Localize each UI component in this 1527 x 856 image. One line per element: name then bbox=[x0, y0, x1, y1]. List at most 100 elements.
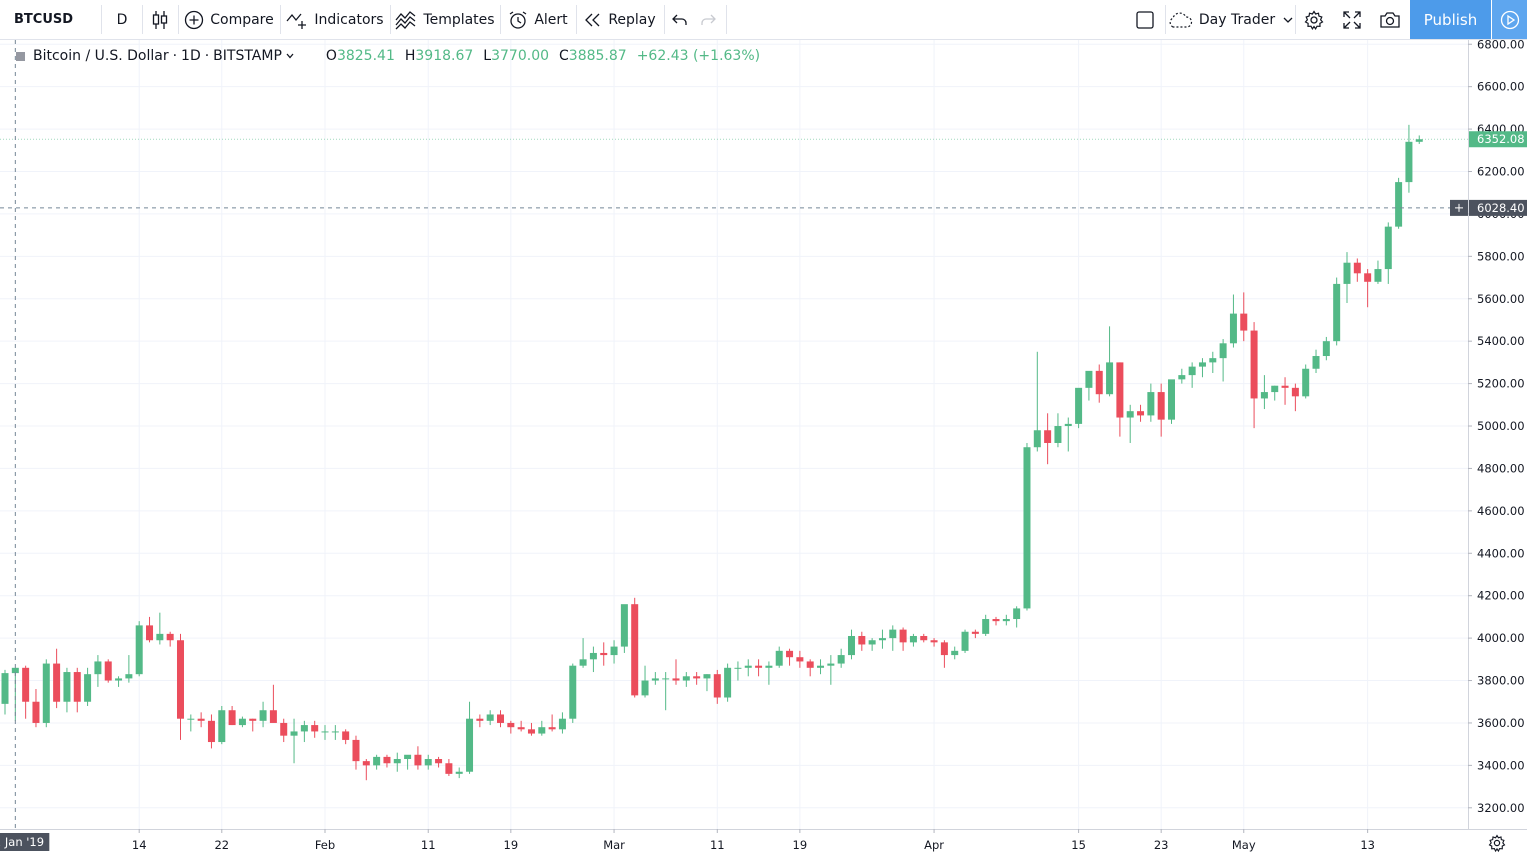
screenshot-button[interactable] bbox=[1372, 0, 1408, 39]
candle-body bbox=[135, 625, 143, 675]
candle-body bbox=[693, 676, 701, 679]
candle-body bbox=[331, 731, 339, 733]
candle-body bbox=[765, 665, 773, 668]
candle-body bbox=[1209, 358, 1217, 363]
candle-body bbox=[703, 674, 711, 679]
time-tick-label: 19 bbox=[504, 838, 519, 852]
price-tick-label: 6200.00 bbox=[1477, 165, 1525, 179]
templates-button[interactable]: Templates bbox=[391, 0, 499, 39]
price-tick-label: 4600.00 bbox=[1477, 504, 1525, 518]
candle-body bbox=[11, 667, 19, 674]
templates-icon bbox=[395, 10, 416, 29]
candle-body bbox=[589, 652, 597, 660]
price-tick-label: 3400.00 bbox=[1477, 758, 1525, 772]
compare-button[interactable]: Compare bbox=[179, 0, 279, 39]
chevron-down-icon[interactable] bbox=[286, 53, 294, 59]
replay-button[interactable]: Replay bbox=[577, 0, 663, 39]
candle-body bbox=[837, 655, 845, 664]
price-tick-label: 5600.00 bbox=[1477, 292, 1525, 306]
legend-low-value: 3770.00 bbox=[491, 48, 550, 64]
candle-body bbox=[1126, 411, 1134, 418]
time-tick-label: 19 bbox=[793, 838, 808, 852]
undo-button[interactable] bbox=[666, 0, 694, 39]
interval-button[interactable]: D bbox=[102, 0, 142, 39]
candle-body bbox=[466, 718, 474, 772]
candle-body bbox=[290, 731, 298, 736]
candle-body bbox=[342, 731, 350, 740]
fullscreen-button[interactable] bbox=[1334, 0, 1370, 39]
legend-open-value: 3825.41 bbox=[336, 48, 395, 64]
candle-body bbox=[1085, 370, 1093, 388]
candle-body bbox=[32, 701, 40, 723]
candle-body bbox=[146, 625, 154, 641]
indicators-icon bbox=[286, 13, 307, 29]
crosshair-price-label: 6028.40 bbox=[1477, 201, 1525, 215]
candle-body bbox=[641, 680, 649, 696]
candle-body bbox=[1240, 313, 1248, 331]
settings-button[interactable] bbox=[1296, 0, 1332, 39]
last-price-label: 6352.08 bbox=[1477, 132, 1525, 146]
candle-body bbox=[517, 727, 525, 730]
time-tick-label: 22 bbox=[214, 838, 229, 852]
layout-menu-button[interactable]: Day Trader bbox=[1166, 0, 1294, 39]
candle-body bbox=[42, 663, 50, 723]
candle-body bbox=[817, 665, 825, 668]
candle-body bbox=[579, 659, 587, 666]
candle-body bbox=[971, 631, 979, 634]
legend-exchange[interactable]: BITSTAMP bbox=[213, 48, 282, 64]
crosshair-date-label: 02 Jan '19 bbox=[0, 835, 44, 849]
select-layout-button[interactable] bbox=[1126, 0, 1164, 39]
candle-body bbox=[951, 650, 959, 656]
publish-video-button[interactable] bbox=[1492, 0, 1527, 39]
candle-body bbox=[1322, 341, 1330, 357]
candle-body bbox=[1116, 362, 1124, 418]
replay-icon bbox=[585, 13, 600, 26]
candle-body bbox=[1302, 368, 1310, 397]
candle-body bbox=[166, 633, 174, 641]
top-toolbar: BTCUSD D Compare Indicators Templates Al… bbox=[0, 0, 1527, 40]
legend-high-value: 3918.67 bbox=[415, 48, 474, 64]
candle-body bbox=[1033, 430, 1041, 448]
legend-close-value: 3885.87 bbox=[568, 48, 627, 64]
candle-body bbox=[104, 661, 112, 681]
legend-symbol-name: Bitcoin / U.S. Dollar bbox=[33, 48, 169, 64]
series-marker-icon bbox=[16, 51, 25, 61]
candle-body bbox=[1271, 385, 1279, 393]
candle-body bbox=[1044, 430, 1052, 443]
candle-body bbox=[724, 667, 732, 698]
publish-label: Publish bbox=[1423, 10, 1478, 29]
time-tick-label: 11 bbox=[421, 838, 436, 852]
candle-body bbox=[176, 640, 184, 719]
publish-button[interactable]: Publish bbox=[1410, 0, 1491, 39]
candle-body bbox=[1250, 330, 1258, 399]
play-icon bbox=[1500, 10, 1519, 29]
symbol-search-button[interactable]: BTCUSD bbox=[0, 0, 100, 39]
candle-body bbox=[228, 710, 236, 726]
candle-body bbox=[1395, 182, 1403, 227]
alert-button[interactable]: Alert bbox=[501, 0, 575, 39]
candle-body bbox=[445, 763, 453, 774]
candle-body bbox=[548, 727, 556, 730]
price-chart[interactable]: 6800.006600.006400.006200.006000.005800.… bbox=[0, 40, 1527, 856]
legend-high-label: H bbox=[404, 48, 416, 64]
undo-icon bbox=[672, 14, 687, 25]
candle-body bbox=[713, 674, 721, 698]
layout-name: Day Trader bbox=[1198, 11, 1276, 28]
candle-body bbox=[806, 661, 814, 668]
candle-body bbox=[455, 771, 463, 774]
candle-body bbox=[1198, 362, 1206, 367]
chart-type-button[interactable] bbox=[143, 0, 177, 39]
price-tick-label: 4400.00 bbox=[1477, 546, 1525, 560]
plus-icon bbox=[1455, 203, 1463, 212]
indicators-button[interactable]: Indicators bbox=[281, 0, 389, 39]
redo-button[interactable] bbox=[694, 0, 722, 39]
price-tick-label: 6600.00 bbox=[1477, 80, 1525, 94]
price-tick-label: 5800.00 bbox=[1477, 249, 1525, 263]
compare-label: Compare bbox=[210, 11, 274, 28]
time-tick-label: 15 bbox=[1071, 838, 1086, 852]
candle-body bbox=[1106, 362, 1114, 395]
time-tick-label: Mar bbox=[603, 838, 625, 852]
candle-body bbox=[1002, 619, 1010, 622]
candle-body bbox=[847, 635, 855, 656]
candle-body bbox=[610, 646, 618, 656]
